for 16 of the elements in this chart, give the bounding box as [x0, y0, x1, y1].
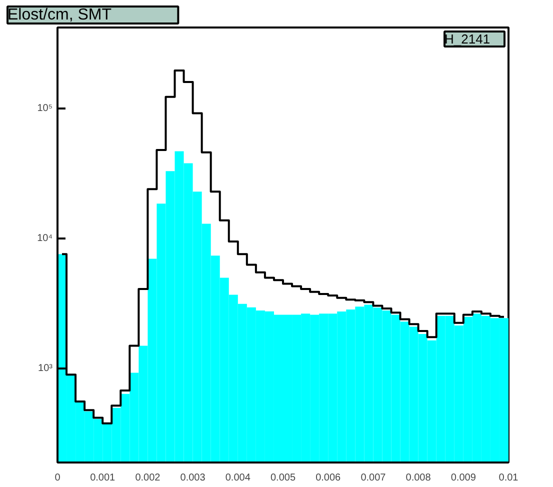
- x-tick-label: 0.003: [180, 472, 206, 484]
- y-tick-label: 10⁴: [37, 233, 52, 244]
- x-tick-label: 0.01: [498, 472, 519, 484]
- x-tick-label: 0.007: [360, 472, 386, 484]
- x-tick-label: 0.001: [90, 472, 116, 484]
- chart-title: Elost/cm, SMT: [8, 6, 112, 24]
- x-tick-label: 0.006: [316, 472, 342, 484]
- y-tick-label: 10³: [38, 363, 54, 374]
- x-tick-label: 0.004: [225, 472, 251, 484]
- x-tick-label: 0.008: [406, 472, 432, 484]
- annotation: H_2141: [444, 32, 490, 46]
- x-tick-label: 0.009: [450, 472, 476, 484]
- x-tick-label: 0: [54, 472, 61, 484]
- x-tick-label: 0.005: [270, 472, 296, 484]
- y-tick-label: 10⁵: [37, 103, 53, 114]
- x-tick-label: 0.002: [135, 472, 161, 484]
